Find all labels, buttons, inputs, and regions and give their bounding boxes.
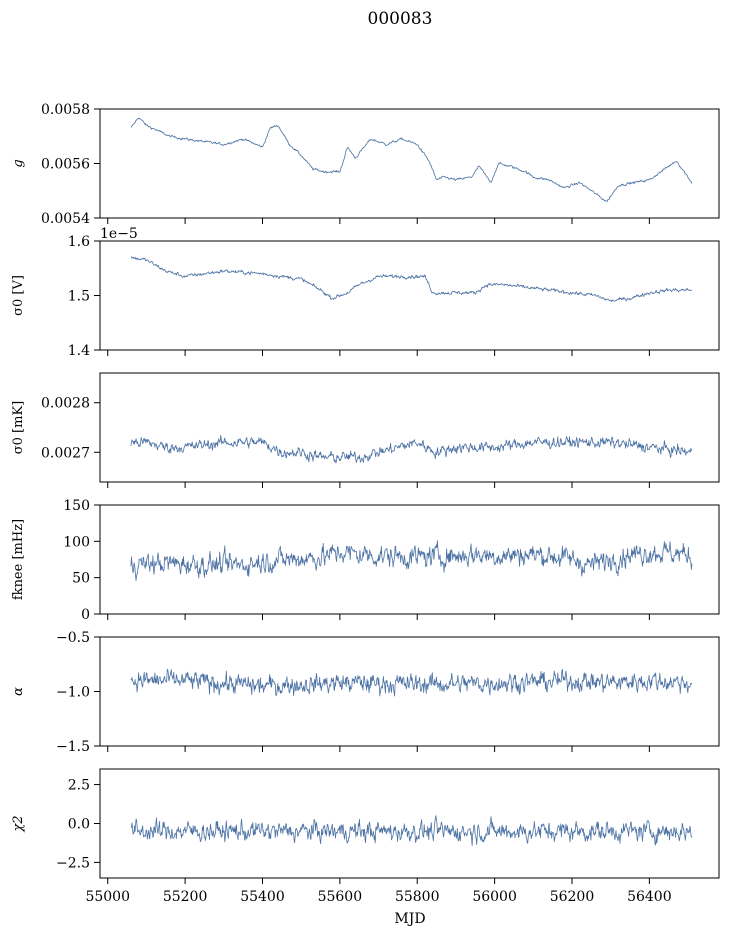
y-axis-label: χ2 bbox=[11, 815, 26, 832]
x-tick-label: 56400 bbox=[627, 889, 672, 905]
y-axis-label: fknee [mHz] bbox=[11, 519, 26, 600]
figure-title: 000083 bbox=[368, 9, 433, 29]
series-line bbox=[130, 435, 693, 464]
y-tick-label: 1.4 bbox=[68, 343, 90, 359]
y-axis-label: α bbox=[11, 687, 26, 696]
panel-5: −1.5 −1.0 −0.5 α bbox=[11, 630, 720, 755]
axes-frame bbox=[99, 504, 720, 615]
x-tick-label: 55800 bbox=[395, 889, 440, 905]
series-line bbox=[130, 668, 693, 697]
x-axis-label: MJD bbox=[394, 911, 425, 927]
y-tick-label: 0.0027 bbox=[41, 445, 90, 461]
panel-6: −2.5 0.0 2.5 55000 55200 55400 55600 55800 56000… bbox=[11, 768, 720, 905]
y-offset-text: 1e−5 bbox=[100, 226, 138, 242]
x-tick-label: 55400 bbox=[240, 889, 285, 905]
series-line bbox=[130, 256, 693, 302]
x-tick-label: 56000 bbox=[472, 889, 517, 905]
panel-4: 0 50 100 150 fknee [mHz] bbox=[11, 498, 720, 623]
y-axis-label: σ0 [V] bbox=[11, 275, 26, 316]
y-tick-label: 0.0028 bbox=[41, 396, 90, 412]
y-tick-label: 50 bbox=[72, 571, 90, 587]
x-tick-label: 55200 bbox=[163, 889, 208, 905]
y-tick-label: 150 bbox=[63, 498, 90, 514]
y-axis-label: σ0 [mK] bbox=[11, 401, 26, 454]
x-tick-label: 55000 bbox=[85, 889, 130, 905]
y-tick-label: 1.5 bbox=[68, 289, 90, 305]
y-tick-label: 0 bbox=[81, 607, 90, 623]
series-line bbox=[130, 117, 693, 202]
y-tick-label: 0.0 bbox=[68, 817, 90, 833]
y-tick-label: −2.5 bbox=[56, 855, 90, 871]
y-tick-label: 0.0054 bbox=[41, 211, 90, 227]
y-tick-label: 2.5 bbox=[68, 778, 90, 794]
y-tick-label: 0.0056 bbox=[41, 157, 90, 173]
series-line bbox=[130, 815, 693, 846]
panel-1: 0.0054 0.0056 0.0058 g bbox=[11, 102, 720, 227]
y-tick-label: 1.6 bbox=[68, 234, 90, 250]
y-tick-label: −1.5 bbox=[56, 739, 90, 755]
y-tick-label: −1.0 bbox=[56, 685, 90, 701]
x-tick-label: 56200 bbox=[550, 889, 595, 905]
axes-frame bbox=[99, 372, 720, 483]
panel-2: 1.4 1.5 1.6 1e−5 σ0 [V] bbox=[11, 226, 720, 359]
y-tick-label: 100 bbox=[63, 534, 90, 550]
panel-3: 0.0027 0.0028 σ0 [mK] bbox=[11, 372, 720, 488]
y-tick-label: 0.0058 bbox=[41, 102, 90, 118]
y-axis-label: g bbox=[11, 159, 26, 167]
x-tick-label: 55600 bbox=[318, 889, 363, 905]
y-tick-label: −0.5 bbox=[56, 630, 90, 646]
series-line bbox=[130, 540, 693, 581]
